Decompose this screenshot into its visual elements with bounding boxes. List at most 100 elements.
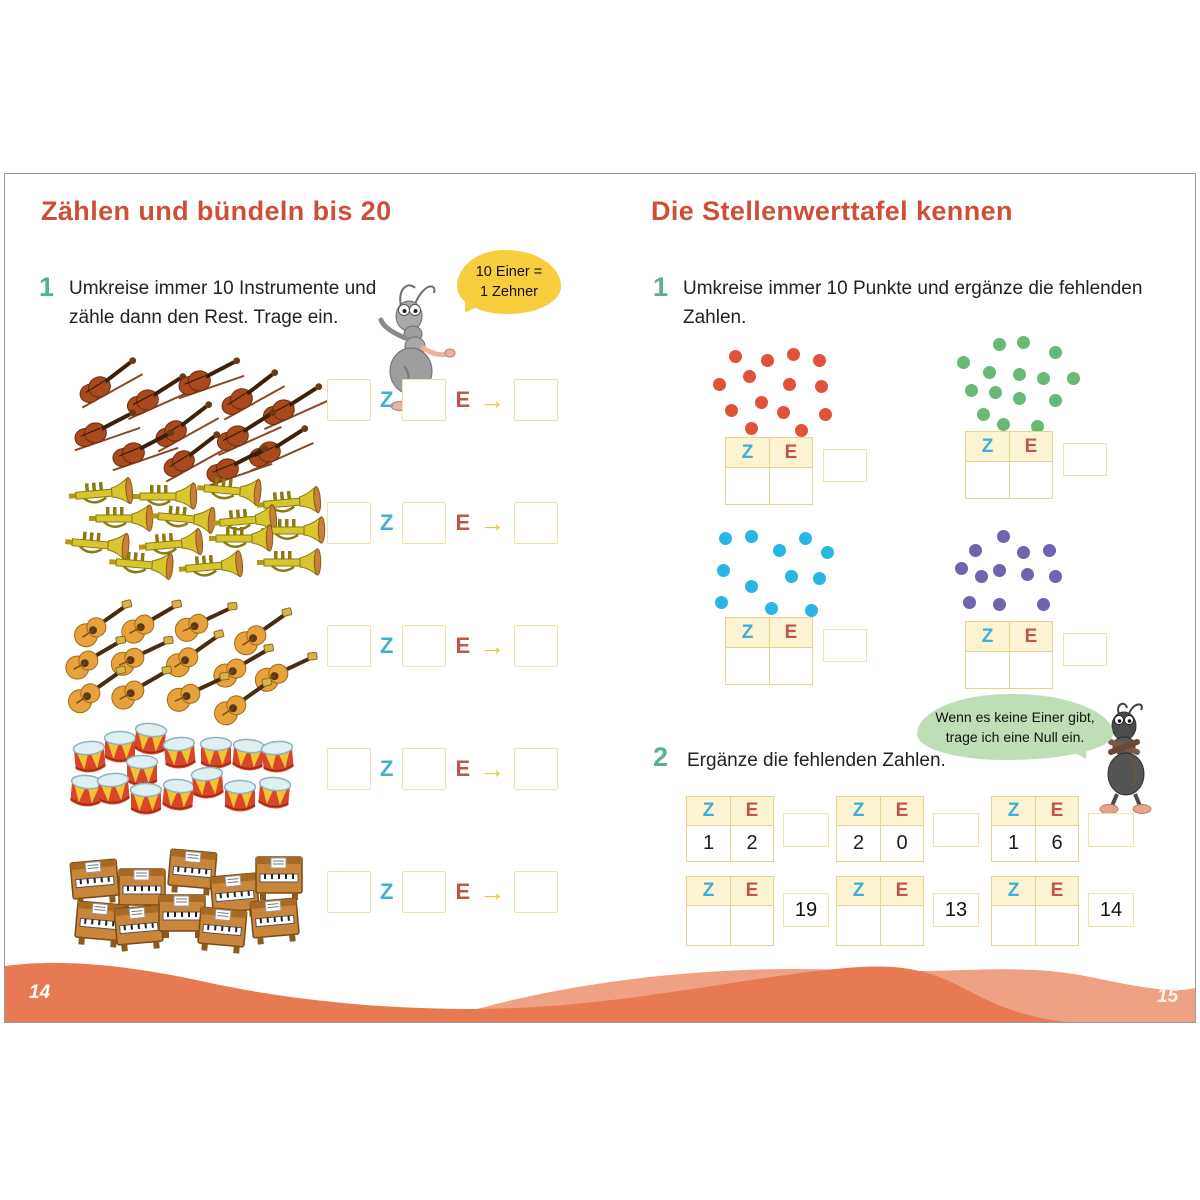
tens-cell[interactable] bbox=[837, 905, 880, 945]
tens-cell[interactable] bbox=[726, 467, 769, 504]
dot-cluster-red: Z E bbox=[711, 342, 911, 512]
dots bbox=[711, 342, 861, 437]
result-box[interactable] bbox=[823, 629, 867, 662]
purple-dot bbox=[969, 544, 982, 557]
ones-cell[interactable] bbox=[1009, 461, 1052, 498]
ones-header: E bbox=[730, 797, 773, 825]
purple-dot bbox=[1017, 546, 1030, 559]
arrow-icon: → bbox=[479, 631, 506, 661]
ones-input-box[interactable] bbox=[402, 379, 447, 421]
tens-value: 1 bbox=[992, 825, 1035, 861]
purple-dot bbox=[1037, 598, 1050, 611]
tens-value: 1 bbox=[687, 825, 730, 861]
ones-input-box[interactable] bbox=[402, 625, 447, 667]
ones-cell[interactable] bbox=[730, 905, 773, 945]
t2-table-2: Z E 2 0 bbox=[836, 796, 986, 876]
page-footer-wave bbox=[5, 962, 1195, 1022]
tens-cell[interactable] bbox=[966, 461, 1009, 498]
page-right: Die Stellenwerttafel kennen 1 Umkreise i… bbox=[601, 174, 1195, 1022]
tens-header: Z bbox=[966, 622, 1009, 651]
tens-label: Z bbox=[380, 633, 394, 658]
purple-dot bbox=[975, 570, 988, 583]
ones-cell[interactable] bbox=[1009, 651, 1052, 688]
tens-cell[interactable] bbox=[966, 651, 1009, 688]
ones-header: E bbox=[1035, 797, 1078, 825]
tens-header: Z bbox=[837, 797, 880, 825]
tens-input-box[interactable] bbox=[327, 871, 371, 913]
answer-group: Z E → bbox=[327, 748, 559, 790]
result-box[interactable] bbox=[823, 449, 867, 482]
dot-cluster-green: Z E bbox=[951, 336, 1151, 506]
tens-cell[interactable] bbox=[687, 905, 730, 945]
tens-input-box[interactable] bbox=[327, 748, 371, 790]
speech-bubble-green: Wenn es keine Einer gibt, trage ich eine… bbox=[917, 694, 1113, 760]
red-dot bbox=[761, 354, 774, 367]
ones-input-box[interactable] bbox=[402, 502, 447, 544]
red-dot bbox=[755, 396, 768, 409]
ones-input-box[interactable] bbox=[402, 748, 447, 790]
green-dot bbox=[1017, 336, 1030, 349]
result-box[interactable] bbox=[1063, 633, 1107, 666]
task-number: 1 bbox=[653, 272, 669, 302]
result-input-box[interactable] bbox=[514, 379, 559, 421]
result-input-box[interactable] bbox=[514, 748, 559, 790]
tens-label: Z bbox=[380, 879, 394, 904]
green-dot bbox=[977, 408, 990, 421]
tens-input-box[interactable] bbox=[327, 379, 371, 421]
t2-table-6: Z E 14 bbox=[991, 876, 1141, 956]
tens-header: Z bbox=[837, 877, 880, 905]
result-input-box[interactable] bbox=[514, 502, 559, 544]
green-dot bbox=[1067, 372, 1080, 385]
result-input-box[interactable] bbox=[514, 871, 559, 913]
purple-dot bbox=[1049, 570, 1062, 583]
red-dot bbox=[787, 348, 800, 361]
green-dot bbox=[993, 338, 1006, 351]
result-input-box[interactable] bbox=[514, 625, 559, 667]
ones-cell[interactable] bbox=[769, 647, 812, 684]
tens-header: Z bbox=[687, 797, 730, 825]
t2-table-5: Z E 13 bbox=[836, 876, 986, 956]
ones-value: 0 bbox=[880, 825, 923, 861]
result-box[interactable] bbox=[933, 813, 979, 847]
tens-header: Z bbox=[966, 432, 1009, 461]
ones-header: E bbox=[1009, 432, 1052, 461]
tens-header: Z bbox=[726, 618, 769, 647]
green-dot bbox=[957, 356, 970, 369]
red-dot bbox=[815, 380, 828, 393]
trumpet-icon bbox=[107, 545, 178, 588]
ones-cell[interactable] bbox=[880, 905, 923, 945]
dot-cluster-purple: Z E bbox=[951, 526, 1151, 696]
instrument-row-pianos: Z E → bbox=[60, 841, 580, 953]
place-value-table: Z E 1 2 bbox=[686, 796, 774, 862]
arrow-icon: → bbox=[479, 508, 506, 538]
tens-input-box[interactable] bbox=[327, 625, 371, 667]
red-dot bbox=[713, 378, 726, 391]
place-value-table: Z E 2 0 bbox=[836, 796, 924, 862]
result-box[interactable] bbox=[783, 813, 829, 847]
ones-cell[interactable] bbox=[769, 467, 812, 504]
ones-label: E bbox=[455, 879, 471, 904]
ones-header: E bbox=[880, 877, 923, 905]
tens-input-box[interactable] bbox=[327, 502, 371, 544]
tens-cell[interactable] bbox=[726, 647, 769, 684]
answer-group: Z E → bbox=[327, 871, 559, 913]
place-value-table: Z E 1 6 bbox=[991, 796, 1079, 862]
ones-input-box[interactable] bbox=[402, 871, 447, 913]
task-number: 2 bbox=[653, 742, 669, 772]
task-instruction: Umkreise immer 10 Punkte und ergänze die… bbox=[683, 274, 1142, 332]
tens-header: Z bbox=[992, 877, 1035, 905]
arrow-icon: → bbox=[479, 754, 506, 784]
page-number-right: 15 bbox=[1157, 986, 1179, 1007]
result-box[interactable] bbox=[1088, 813, 1134, 847]
arrow-icon: → bbox=[479, 385, 506, 415]
ones-value: 2 bbox=[730, 825, 773, 861]
result-box[interactable] bbox=[1063, 443, 1107, 476]
instrument-row-violins: Z E → bbox=[60, 349, 580, 461]
tens-label: Z bbox=[380, 387, 394, 412]
purple-dot bbox=[997, 530, 1010, 543]
ones-label: E bbox=[455, 756, 471, 781]
tens-cell[interactable] bbox=[992, 905, 1035, 945]
tens-header: Z bbox=[687, 877, 730, 905]
ones-cell[interactable] bbox=[1035, 905, 1078, 945]
page-number-left: 14 bbox=[29, 982, 51, 1003]
